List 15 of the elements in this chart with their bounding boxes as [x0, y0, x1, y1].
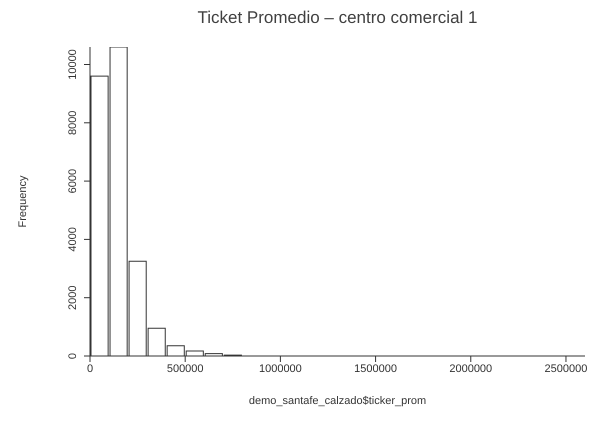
y-tick-label: 8000 — [67, 110, 79, 136]
y-axis-title: Frequency — [16, 175, 29, 228]
x-tick-label: 0 — [86, 362, 94, 375]
x-tick-label: 500000 — [166, 362, 204, 375]
y-tick-label: 6000 — [67, 168, 79, 194]
y-tick-label: 0 — [67, 352, 79, 360]
y-tick-label: 10000 — [67, 49, 79, 80]
x-tick-label: 2500000 — [544, 362, 588, 375]
chart-title: Ticket Promedio – centro comercial 1 — [196, 8, 478, 28]
x-tick-label: 2000000 — [449, 362, 492, 375]
x-tick-label: 1000000 — [258, 362, 302, 375]
x-axis-title: demo_santafe_calzado$ticker_prom — [248, 395, 426, 407]
x-tick-label: 1500000 — [354, 362, 397, 375]
y-tick-label: 2000 — [67, 285, 79, 310]
y-tick-label: 4000 — [67, 227, 79, 252]
